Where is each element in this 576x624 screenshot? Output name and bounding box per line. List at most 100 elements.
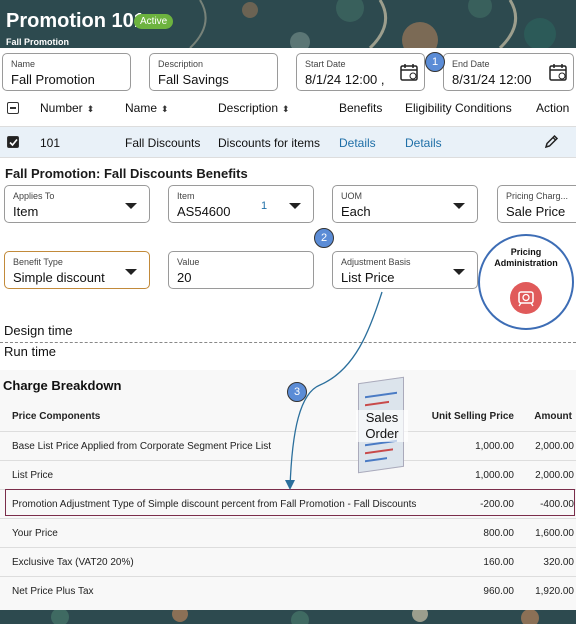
status-badge: Active: [134, 14, 174, 29]
unit-price-cell: 960.00: [483, 586, 514, 597]
component-cell: Net Price Plus Tax: [12, 586, 94, 597]
column-action: Action: [536, 101, 570, 115]
pricing-admin-line2: Administration: [494, 258, 558, 268]
column-description-label: Description: [218, 101, 279, 115]
component-cell: Your Price: [12, 528, 58, 539]
name-field-value: Fall Promotion: [11, 72, 95, 87]
chevron-down-icon[interactable]: [125, 269, 137, 275]
footer-pattern-bar: [0, 606, 576, 624]
start-date-value: 8/1/24 12:00 ,: [305, 72, 385, 87]
chevron-down-icon[interactable]: [453, 203, 465, 209]
calendar-icon[interactable]: [549, 64, 567, 81]
amount-cell: 2,000.00: [535, 470, 574, 481]
sales-order-line1: Sales: [365, 410, 399, 425]
description-field-label: Description: [158, 59, 204, 69]
end-date-value: 8/31/24 12:00: [452, 72, 532, 87]
uom-value: Each: [341, 204, 371, 219]
unit-price-cell: -200.00: [480, 499, 514, 510]
eligibility-details-link[interactable]: Details: [405, 136, 442, 150]
sort-icon[interactable]: ⬍: [161, 104, 169, 114]
table-row: Exclusive Tax (VAT20 20%) 160.00 320.00: [0, 547, 576, 576]
row-name: Fall Discounts: [125, 136, 201, 150]
unit-price-cell: 1,000.00: [475, 441, 514, 452]
unit-price-cell: 160.00: [483, 557, 514, 568]
pricing-charge-label: Pricing Charg...: [506, 191, 569, 201]
value-label: Value: [177, 257, 200, 267]
benefit-type-value: Simple discount p: [13, 270, 107, 285]
price-components-header: Price Components: [12, 411, 101, 422]
benefit-type-label: Benefit Type: [13, 257, 63, 267]
benefit-type-select[interactable]: Benefit Type Simple discount p: [4, 251, 150, 289]
column-benefits: Benefits: [339, 101, 383, 115]
sales-order-label: Sales Order: [356, 410, 408, 442]
column-number[interactable]: Number ⬍: [40, 101, 94, 115]
callout-1: 1: [425, 52, 445, 72]
column-description[interactable]: Description ⬍: [218, 101, 290, 115]
pricing-charge-select[interactable]: Pricing Charg... Sale Price: [497, 185, 576, 223]
benefits-details-link[interactable]: Details: [339, 136, 376, 150]
pricing-admin-line1: Pricing: [510, 247, 542, 257]
name-field-label: Name: [11, 59, 36, 69]
value-value: 20: [177, 270, 192, 285]
name-field[interactable]: Name Fall Promotion: [2, 53, 131, 91]
adjustment-basis-value: List Price: [341, 270, 395, 285]
column-number-label: Number: [40, 101, 83, 115]
chevron-down-icon[interactable]: [289, 203, 301, 209]
item-count-badge: 1: [261, 200, 268, 212]
unit-price-cell: 1,000.00: [475, 470, 514, 481]
uom-select[interactable]: UOM Each: [332, 185, 478, 223]
edit-pencil-icon[interactable]: [544, 134, 559, 149]
charge-breakdown-panel: [0, 370, 576, 610]
callout-3: 3: [287, 382, 307, 402]
amount-cell: 320.00: [543, 557, 574, 568]
sort-icon[interactable]: ⬍: [86, 104, 95, 114]
value-field[interactable]: Value 20: [168, 251, 314, 289]
table-row: List Price 1,000.00 2,000.00: [0, 460, 576, 489]
unit-selling-price-header: Unit Selling Price: [431, 411, 514, 422]
end-date-field[interactable]: End Date 8/31/24 12:00: [443, 53, 574, 91]
amount-cell: 1,920.00: [535, 586, 574, 597]
component-cell: List Price: [12, 470, 54, 481]
amount-cell: -400.00: [540, 499, 574, 510]
adjustment-basis-label: Adjustment Basis: [341, 257, 411, 267]
sort-icon[interactable]: ⬍: [282, 104, 290, 114]
applies-to-select[interactable]: Applies To Item: [4, 185, 150, 223]
start-date-field[interactable]: Start Date 8/1/24 12:00 ,: [296, 53, 425, 91]
row-checkbox[interactable]: [7, 136, 19, 148]
table-row[interactable]: [0, 126, 576, 158]
component-cell: Base List Price Applied from Corporate S…: [12, 441, 272, 452]
amount-cell: 2,000.00: [535, 441, 574, 452]
description-field[interactable]: Description Fall Savings: [149, 53, 278, 91]
calendar-icon[interactable]: [400, 64, 418, 81]
price-tag-icon: [510, 282, 542, 314]
select-all-checkbox[interactable]: [7, 102, 19, 114]
column-name-label: Name: [125, 101, 158, 115]
start-date-label: Start Date: [305, 59, 346, 69]
description-field-value: Fall Savings: [158, 72, 229, 87]
benefits-section-title: Fall Promotion: Fall Discounts Benefits: [5, 166, 248, 181]
column-name[interactable]: Name ⬍: [125, 101, 169, 115]
header-pattern-decoration: [189, 0, 556, 48]
page-title: Promotion 101: [6, 10, 145, 32]
table-row: Net Price Plus Tax 960.00 1,920.00: [0, 576, 576, 605]
chevron-down-icon[interactable]: [453, 269, 465, 275]
run-time-label: Run time: [4, 344, 57, 359]
applies-to-value: Item: [13, 204, 39, 219]
chevron-down-icon[interactable]: [125, 203, 137, 209]
item-value: AS54600: [177, 204, 231, 219]
component-cell: Exclusive Tax (VAT20 20%): [12, 557, 134, 568]
column-eligibility: Eligibility Conditions: [405, 101, 512, 115]
page-subtitle: Fall Promotion: [6, 37, 69, 47]
sales-order-line2: Order: [365, 426, 399, 441]
item-label: Item: [177, 191, 195, 201]
uom-label: UOM: [341, 191, 362, 201]
adjustment-basis-select[interactable]: Adjustment Basis List Price: [332, 251, 478, 289]
applies-to-label: Applies To: [13, 191, 55, 201]
row-number: 101: [40, 136, 61, 150]
charge-breakdown-title: Charge Breakdown: [3, 378, 122, 393]
item-select[interactable]: Item AS54600 1: [168, 185, 314, 223]
row-description: Discounts for items: [218, 136, 321, 150]
component-cell: Promotion Adjustment Type of Simple disc…: [12, 499, 417, 510]
callout-2: 2: [314, 228, 334, 248]
end-date-label: End Date: [452, 59, 490, 69]
